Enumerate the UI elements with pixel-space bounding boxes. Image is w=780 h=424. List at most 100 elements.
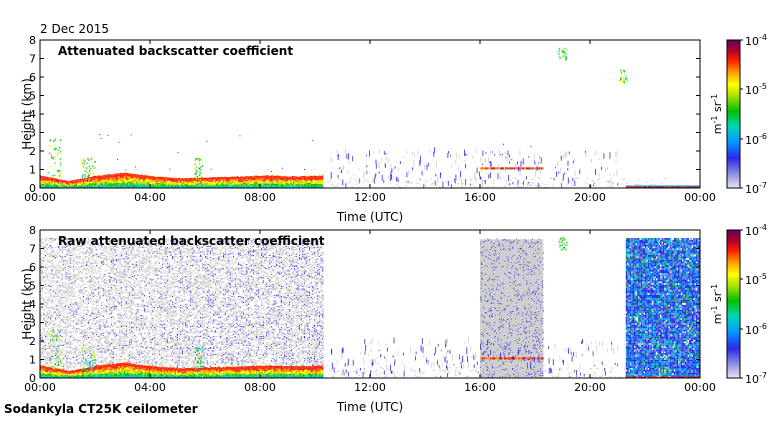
- noise-cell: [63, 327, 65, 328]
- boundary-layer-cell: [128, 181, 129, 183]
- noise-cell: [58, 311, 60, 312]
- boundary-layer-cell: [275, 183, 276, 184]
- noise-cell: [83, 293, 85, 294]
- noise-cell: [43, 339, 45, 340]
- noise-cell: [93, 286, 95, 287]
- boundary-layer-cell: [308, 184, 309, 185]
- boundary-layer-cell: [227, 183, 228, 184]
- boundary-layer-cell: [187, 182, 188, 183]
- noise-cell: [62, 307, 64, 308]
- boundary-layer-cell: [161, 183, 162, 184]
- no-signal-cell: [664, 178, 666, 179]
- boundary-layer-cell: [66, 185, 67, 186]
- noise-cell: [76, 323, 77, 324]
- precip-cell: [455, 160, 456, 164]
- boundary-layer-cell: [222, 178, 223, 179]
- boundary-layer-cell: [278, 179, 279, 180]
- boundary-layer-cell: [242, 179, 243, 180]
- boundary-layer-cell: [222, 183, 223, 184]
- plume-cell: [83, 166, 84, 168]
- boundary-layer-cell: [138, 180, 139, 182]
- boundary-layer-cell: [171, 183, 172, 184]
- plume-cell: [60, 176, 61, 178]
- noise-cell: [78, 314, 80, 315]
- noise-cell: [75, 276, 77, 277]
- boundary-layer-cell: [83, 180, 84, 181]
- noise-cell: [58, 325, 60, 326]
- boundary-layer-top: [215, 177, 216, 178]
- boundary-layer-cell: [142, 176, 143, 178]
- noise-cell: [91, 351, 93, 352]
- noise-cell: [71, 281, 73, 282]
- noise-cell: [45, 239, 47, 240]
- noise-cell: [43, 299, 44, 300]
- noise-cell: [52, 259, 54, 260]
- boundary-layer-cell: [275, 180, 276, 181]
- boundary-layer-cell: [157, 179, 158, 180]
- cloud-patch-cell: [625, 76, 626, 77]
- boundary-layer-cell: [186, 183, 187, 184]
- boundary-layer-top: [279, 176, 280, 177]
- noise-cell: [70, 304, 71, 305]
- boundary-layer-cell: [216, 179, 217, 180]
- noise-cell: [109, 297, 111, 298]
- noise-cell: [68, 331, 70, 332]
- boundary-layer-top: [216, 177, 217, 178]
- noise-cell: [91, 284, 93, 285]
- boundary-layer-cell: [80, 186, 81, 187]
- precip-cell: [384, 151, 385, 155]
- noise-cell: [98, 268, 100, 269]
- noise-cell: [48, 279, 50, 280]
- boundary-layer-cell: [43, 181, 44, 182]
- boundary-layer-cell: [69, 185, 70, 186]
- noise-cell: [66, 273, 67, 274]
- noise-cell: [98, 282, 99, 283]
- boundary-layer-cell: [169, 179, 170, 180]
- noise-cell: [57, 273, 59, 274]
- boundary-layer-cell: [253, 183, 254, 184]
- boundary-layer-cell: [173, 181, 174, 182]
- boundary-layer-cell: [322, 181, 323, 182]
- noise-cell: [76, 306, 78, 307]
- noise-cell: [109, 309, 110, 310]
- boundary-layer-cell: [212, 182, 213, 183]
- noise-cell: [53, 325, 55, 326]
- noise-cell: [106, 258, 108, 259]
- noise-cell: [90, 299, 92, 300]
- boundary-layer-cell: [160, 178, 161, 179]
- noise-cell: [60, 315, 61, 316]
- noise-cell: [91, 274, 93, 275]
- boundary-layer-cell: [233, 184, 234, 185]
- noise-cell: [98, 357, 100, 358]
- noise-cell: [63, 303, 65, 304]
- noise-cell: [99, 319, 101, 320]
- precip-cell: [505, 151, 506, 154]
- boundary-layer-cell: [193, 185, 194, 186]
- boundary-layer-cell: [107, 179, 108, 181]
- noise-cell: [88, 253, 90, 254]
- boundary-layer-cell: [182, 184, 183, 185]
- boundary-layer-cell: [271, 181, 272, 182]
- noise-cell: [58, 324, 60, 325]
- boundary-layer-cell: [161, 181, 162, 182]
- noise-cell: [66, 363, 68, 364]
- boundary-layer-cell: [161, 178, 162, 179]
- boundary-layer-cell: [239, 179, 240, 180]
- boundary-layer-cell: [321, 180, 322, 181]
- boundary-layer-cell: [98, 179, 99, 180]
- noise-cell: [48, 290, 50, 291]
- boundary-layer-cell: [217, 186, 218, 187]
- boundary-layer-cell: [160, 186, 161, 187]
- noise-cell: [55, 258, 57, 259]
- boundary-layer-cell: [303, 181, 304, 182]
- boundary-layer-cell: [41, 184, 42, 185]
- boundary-layer-cell: [154, 178, 155, 179]
- boundary-layer-cell: [63, 182, 64, 183]
- noise-cell: [75, 346, 77, 347]
- cloud-patch-cell: [565, 57, 566, 58]
- noise-cell: [58, 278, 60, 279]
- precip-cell: [565, 152, 566, 157]
- boundary-layer-cell: [92, 182, 93, 183]
- noise-cell: [108, 349, 109, 350]
- boundary-layer-cell: [96, 185, 97, 186]
